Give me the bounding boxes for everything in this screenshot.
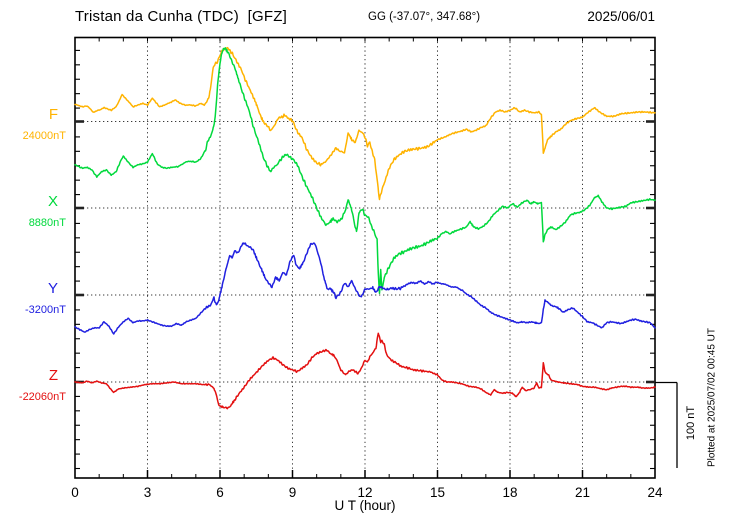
x-tick-label: 9: [289, 485, 297, 500]
channel-baseline-y: -3200nT: [25, 304, 66, 316]
x-tick-label: 3: [144, 485, 152, 500]
channel-label-x: X: [47, 193, 58, 210]
geographic-coordinates: GG (-37.07°, 347.68°): [368, 11, 481, 23]
channel-label-z: Z: [48, 367, 58, 384]
plotted-at-note: Plotted at 2025/07/02 00:45 UT: [706, 328, 718, 467]
trace-Z: [74, 332, 656, 410]
channel-label-f: F: [48, 106, 58, 123]
plot-date: 2025/06/01: [587, 9, 655, 24]
channel-label-y: Y: [47, 280, 58, 297]
channel-baseline-z: -22060nT: [18, 391, 66, 403]
x-tick-label: 24: [647, 485, 663, 500]
x-tick-label: 18: [502, 485, 517, 500]
trace-Y: [74, 242, 656, 335]
x-tick-label: 15: [430, 485, 445, 500]
x-tick-label: 0: [71, 485, 79, 500]
x-tick-label: 12: [357, 485, 372, 500]
trace-X: [74, 47, 656, 295]
x-tick-label: 21: [575, 485, 590, 500]
station-title: Tristan da Cunha (TDC) [GFZ]: [75, 8, 287, 25]
x-tick-label: 6: [216, 485, 224, 500]
x-axis-title: U T (hour): [334, 498, 396, 513]
scale-bar-label: 100 nT: [685, 405, 697, 441]
channel-baseline-x: 8880nT: [28, 217, 66, 229]
channel-baseline-f: 24000nT: [22, 130, 66, 142]
trace-F: [74, 46, 656, 201]
